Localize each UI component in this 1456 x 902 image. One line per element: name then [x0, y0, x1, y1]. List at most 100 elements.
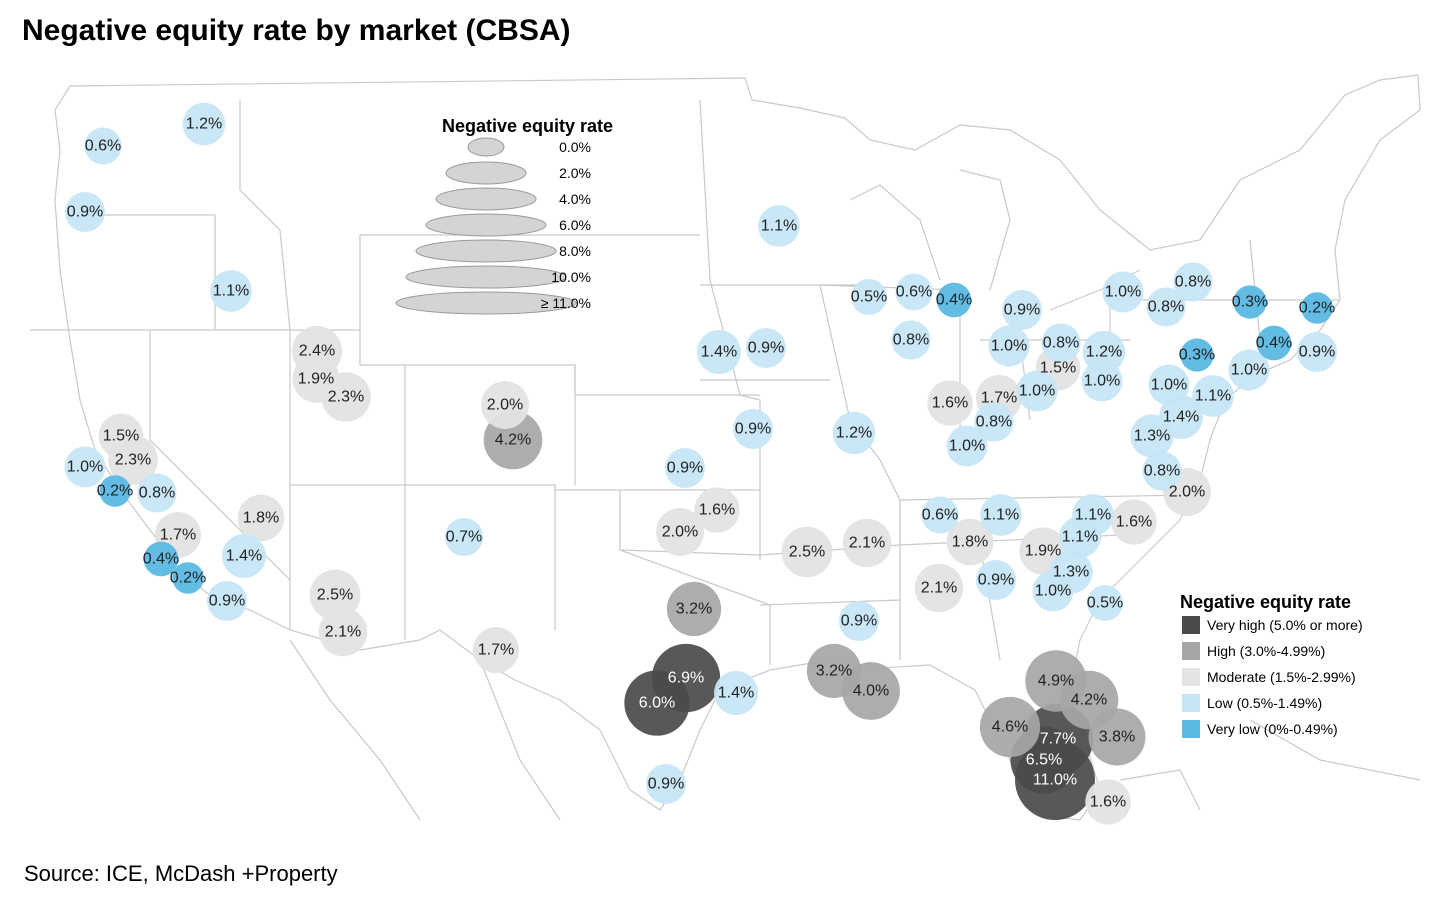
color-legend-swatch — [1182, 616, 1200, 634]
market-label: 2.4% — [299, 343, 335, 360]
market-label: 4.9% — [1038, 673, 1074, 690]
market-label: 1.8% — [243, 510, 279, 527]
market-bubble — [206, 580, 248, 622]
market-bubble — [624, 670, 690, 736]
market-label: 2.5% — [317, 587, 353, 604]
market-bubble — [1032, 570, 1074, 612]
market-label: 0.3% — [1232, 294, 1268, 311]
market-label: 0.9% — [978, 572, 1014, 589]
market-bubble — [1146, 287, 1186, 327]
market-label: 2.1% — [849, 535, 885, 552]
market-bubble — [292, 355, 340, 403]
market-bubble — [1130, 414, 1174, 458]
market-label: 0.9% — [1004, 302, 1040, 319]
market-label: 1.6% — [1090, 794, 1126, 811]
size-legend-label: 0.0% — [559, 139, 591, 155]
market-bubble — [838, 600, 880, 642]
market-label: 0.9% — [667, 460, 703, 477]
market-label: 0.9% — [648, 776, 684, 793]
market-label: 0.8% — [1144, 463, 1180, 480]
market-bubble — [222, 534, 266, 578]
market-label: 0.8% — [139, 485, 175, 502]
market-label: 1.0% — [67, 459, 103, 476]
market-bubble — [781, 526, 833, 578]
market-label: 0.9% — [209, 593, 245, 610]
color-legend-label: Low (0.5%-1.49%) — [1207, 695, 1322, 711]
market-bubble — [64, 191, 106, 233]
market-bubble — [946, 518, 994, 566]
market-bubble — [645, 763, 687, 805]
market-bubble — [936, 282, 972, 318]
market-bubble — [914, 563, 964, 613]
market-bubble — [895, 273, 933, 311]
market-bubble — [921, 496, 959, 534]
market-bubble — [1041, 323, 1081, 363]
market-label: 1.0% — [1035, 583, 1071, 600]
market-bubble — [927, 380, 973, 426]
market-bubble — [979, 696, 1041, 758]
market-bubble — [1088, 708, 1146, 766]
market-bubble — [758, 205, 800, 247]
market-label: 0.4% — [1256, 335, 1292, 352]
size-legend-title: Negative equity rate — [442, 116, 613, 136]
size-legend-swatch — [435, 187, 537, 211]
market-label: 0.2% — [97, 483, 133, 500]
market-label: 1.1% — [213, 283, 249, 300]
market-bubble — [988, 325, 1030, 367]
market-bubble — [137, 473, 177, 513]
market-label: 1.3% — [1134, 428, 1170, 445]
market-bubble — [172, 562, 204, 594]
market-label: 0.8% — [1043, 335, 1079, 352]
market-bubble — [1192, 375, 1234, 417]
market-label: 3.2% — [816, 663, 852, 680]
market-label: 1.7% — [981, 390, 1017, 407]
market-label: 1.6% — [1116, 514, 1152, 531]
market-label: 0.9% — [1299, 344, 1335, 361]
market-label: 1.2% — [186, 116, 222, 133]
market-label: 1.0% — [1019, 383, 1055, 400]
market-bubble — [1016, 370, 1058, 412]
market-label: 1.5% — [103, 428, 139, 445]
market-bubble — [1173, 262, 1213, 302]
market-bubble — [891, 320, 931, 360]
market-bubble — [974, 402, 1014, 442]
market-label: 0.4% — [143, 551, 179, 568]
market-bubble — [666, 581, 722, 637]
market-label: 1.4% — [701, 344, 737, 361]
color-legend-title: Negative equity rate — [1180, 592, 1351, 612]
market-bubble — [444, 517, 484, 557]
market-bubble — [1111, 499, 1157, 545]
market-label: 1.2% — [1086, 344, 1122, 361]
market-bubble — [1148, 364, 1190, 406]
market-label: 1.1% — [761, 218, 797, 235]
market-bubble — [1081, 360, 1123, 402]
market-bubble — [99, 475, 131, 507]
market-label: 0.6% — [922, 507, 958, 524]
market-bubble — [806, 643, 862, 699]
market-label: 1.4% — [226, 548, 262, 565]
market-label: 0.4% — [936, 292, 972, 309]
size-legend-label: 2.0% — [559, 165, 591, 181]
market-label: 7.7% — [1040, 731, 1076, 748]
market-bubble — [732, 408, 774, 450]
market-bubble — [975, 559, 1017, 601]
market-bubble — [64, 446, 106, 488]
market-label: 4.0% — [853, 683, 889, 700]
market-label: 1.0% — [949, 438, 985, 455]
market-label: 1.5% — [1040, 360, 1076, 377]
market-label: 1.9% — [298, 371, 334, 388]
size-legend-swatch — [405, 265, 567, 289]
market-label: 0.9% — [735, 421, 771, 438]
market-bubble — [1256, 325, 1292, 361]
market-label: 1.1% — [1195, 388, 1231, 405]
color-legend-swatch — [1182, 720, 1200, 738]
size-legend-label: 10.0% — [551, 269, 591, 285]
market-bubbles: 11.0% 7.7% 6.9% 6.5% 6.0% 4.9% 4.6% 4.2% 4.2% 4.0… — [64, 102, 1338, 825]
size-legend-swatch — [425, 213, 547, 237]
source-note: Source: ICE, McDash +Property — [24, 861, 338, 886]
size-legend-label: ≥ 11.0% — [541, 295, 591, 311]
market-bubble — [1228, 349, 1270, 391]
color-legend-label: Very high (5.0% or more) — [1207, 617, 1363, 633]
market-label: 2.1% — [921, 580, 957, 597]
